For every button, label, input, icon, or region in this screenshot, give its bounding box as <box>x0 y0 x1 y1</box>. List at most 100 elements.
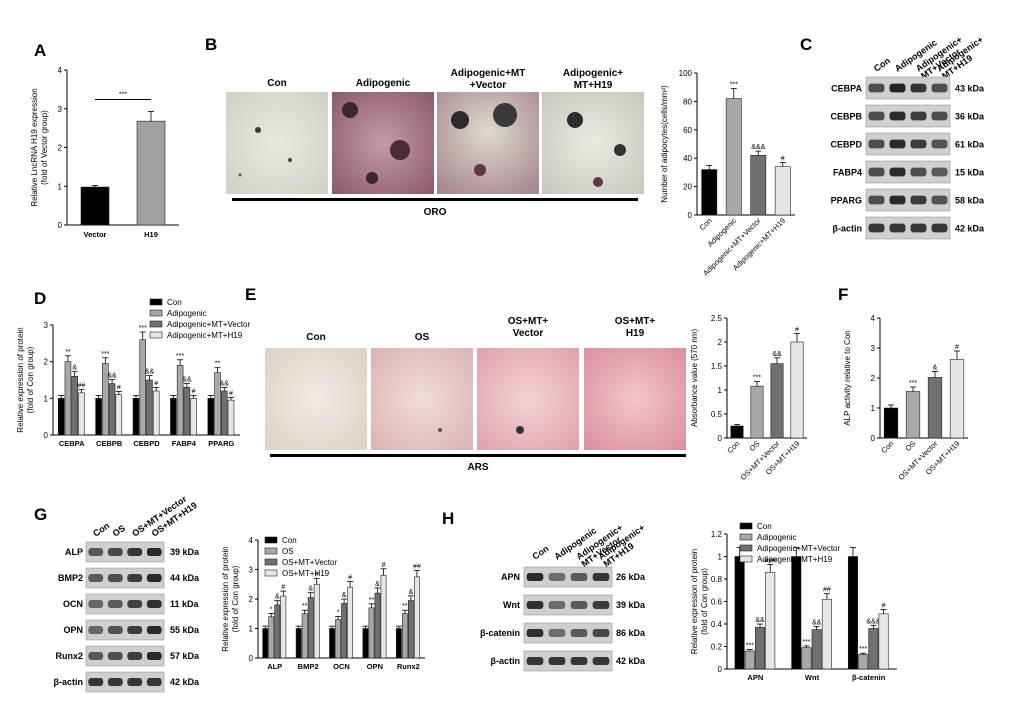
panel-label-c: C <box>800 35 812 54</box>
b-bar-1 <box>725 98 742 216</box>
d-legend-swatch-2 <box>149 320 163 328</box>
a-ylabel: Relative LncRNA H19 expression(fold of V… <box>30 88 49 206</box>
d-sig-4-3: # <box>229 390 233 397</box>
a-ytick-label-3: 3 <box>58 105 63 114</box>
h_blot-band-1-0 <box>526 601 544 609</box>
h_blot-band-0-0 <box>526 573 544 581</box>
g_blot-band-4-2 <box>127 652 143 660</box>
g-bar-4-0 <box>395 628 402 659</box>
f-sig-1: *** <box>909 380 917 387</box>
g-bar-1-2 <box>307 597 314 659</box>
g-sig-3-2: & <box>375 581 380 588</box>
d-bar-4-2 <box>221 390 228 436</box>
g_blot-kda-5: 42 kDa <box>170 677 200 687</box>
c_blot-band-4-1 <box>889 195 906 205</box>
h-sig-0-1: *** <box>746 643 754 650</box>
g_blot-band-3-1 <box>107 626 123 634</box>
d-sig-2-3: # <box>154 380 158 387</box>
c_blot-band-0-1 <box>889 83 906 93</box>
f-ylabel: ALP activity relative to Con <box>843 330 852 425</box>
d-sig-2-1: *** <box>139 325 147 332</box>
d-bar-2-2 <box>146 379 153 436</box>
chart-g: 0 1 2 3 4 Relative expression of protein(fold… <box>221 536 425 671</box>
g-legend-label-2: OS+MT+Vector <box>282 558 337 567</box>
c_blot-band-3-2 <box>910 167 927 177</box>
h-bar-1-2 <box>811 629 822 670</box>
e-image-con <box>265 348 367 450</box>
panel-label-d: D <box>34 289 46 308</box>
g-sig-0-3: # <box>281 584 285 591</box>
d-ytick-label-2: 2 <box>44 358 49 367</box>
e-stain-label: ARS <box>467 462 488 473</box>
c_blot-membrane-4 <box>865 188 951 212</box>
g-legend-swatch-0 <box>264 536 278 544</box>
h-legend-swatch-2 <box>739 544 753 552</box>
e-sig-2: && <box>772 351 782 358</box>
d-xlabel-0: CEBPA <box>59 439 85 448</box>
g_blot-membrane-4 <box>85 645 165 667</box>
c_blot: Con AdipogenicAdipogenic+MT+VectorAdipoge… <box>830 34 985 240</box>
a-ytick-label-2: 2 <box>58 144 63 153</box>
b-micrographs <box>226 92 644 194</box>
d-bar-3-3 <box>190 398 197 436</box>
e-sig-3: # <box>795 326 799 333</box>
b-ylabel: Number of adipocytes(cells/mm²) <box>660 85 669 203</box>
h_blot-band-3-0 <box>526 657 544 665</box>
d-sig-0-3: ## <box>77 382 85 389</box>
e-ytick-label-1: 0.5 <box>711 410 723 419</box>
e-title-vector: OS+MT+ Vector <box>508 316 549 339</box>
e-underline <box>270 454 686 457</box>
f-sig-2: & <box>933 364 938 371</box>
f-bar-3 <box>949 359 965 439</box>
c_blot-row-label-5: β-actin <box>833 223 863 233</box>
g_blot-band-0-0 <box>88 548 104 556</box>
d-bar-0-0 <box>57 398 65 436</box>
g-sig-2-2: & <box>342 592 347 599</box>
e-ylabel: Absorbance value (570 nm) <box>690 329 699 428</box>
g-bar-1-3 <box>313 583 320 659</box>
c_blot-band-1-2 <box>910 111 927 121</box>
a-ytick-label-0: 0 <box>58 221 63 230</box>
g_blot-kda-3: 55 kDa <box>170 625 200 635</box>
g_blot-band-5-1 <box>107 678 123 686</box>
e-bar-2 <box>770 363 784 439</box>
h_blot-band-0-1 <box>548 573 566 581</box>
d-bar-2-3 <box>152 390 160 436</box>
c_blot-band-0-2 <box>910 83 927 93</box>
e-bar-3 <box>790 341 804 439</box>
a-bar-0 <box>80 186 110 226</box>
g-legend-label-0: Con <box>282 536 297 545</box>
d-sig-3-2: && <box>182 377 192 384</box>
b-stain-label: ORO <box>424 207 447 218</box>
g-sig-2-3: # <box>348 575 352 582</box>
g_blot-membrane-5 <box>85 671 165 693</box>
h-legend-swatch-0 <box>739 522 753 530</box>
h-xlabel-0: APN <box>747 673 763 682</box>
g_blot-membrane-1 <box>85 567 165 589</box>
h-xlabel-1: Wnt <box>805 673 820 682</box>
d-sig-0-1: ** <box>65 349 71 356</box>
d-legend-label-3: Adipogenic+MT+H19 <box>167 331 243 340</box>
d-sig-1-3: # <box>117 384 121 391</box>
e-ytick-label-2: 1 <box>718 386 723 395</box>
d-legend-label-0: Con <box>167 298 182 307</box>
b-image-vector <box>437 92 539 194</box>
d-bar-4-3 <box>227 399 235 436</box>
b-image-titles: Con Adipogenic Adipogenic+MT +Vector Adip… <box>267 68 623 91</box>
c_blot-band-1-1 <box>889 111 906 121</box>
g_blot-kda-2: 11 kDa <box>170 599 200 609</box>
h-sig-2-1: *** <box>859 646 867 653</box>
h-legend-label-2: Adipogenic+MT+Vector <box>757 544 840 553</box>
d-bar-1-3 <box>115 394 123 436</box>
g-bar-2-2 <box>341 603 348 659</box>
c_blot-kda-4: 58 kDa <box>955 195 985 205</box>
c_blot-membrane-2 <box>865 132 951 156</box>
g-xlabel-3: OPN <box>367 662 383 671</box>
d-sig-4-1: ** <box>215 361 221 368</box>
h-bar-2-3 <box>878 613 889 670</box>
g_blot-row-label-1: BMP2 <box>58 573 83 583</box>
g-sig-3-3: # <box>382 562 386 569</box>
h-sig-1-3: ## <box>823 587 831 594</box>
c_blot-band-5-0 <box>868 223 885 233</box>
